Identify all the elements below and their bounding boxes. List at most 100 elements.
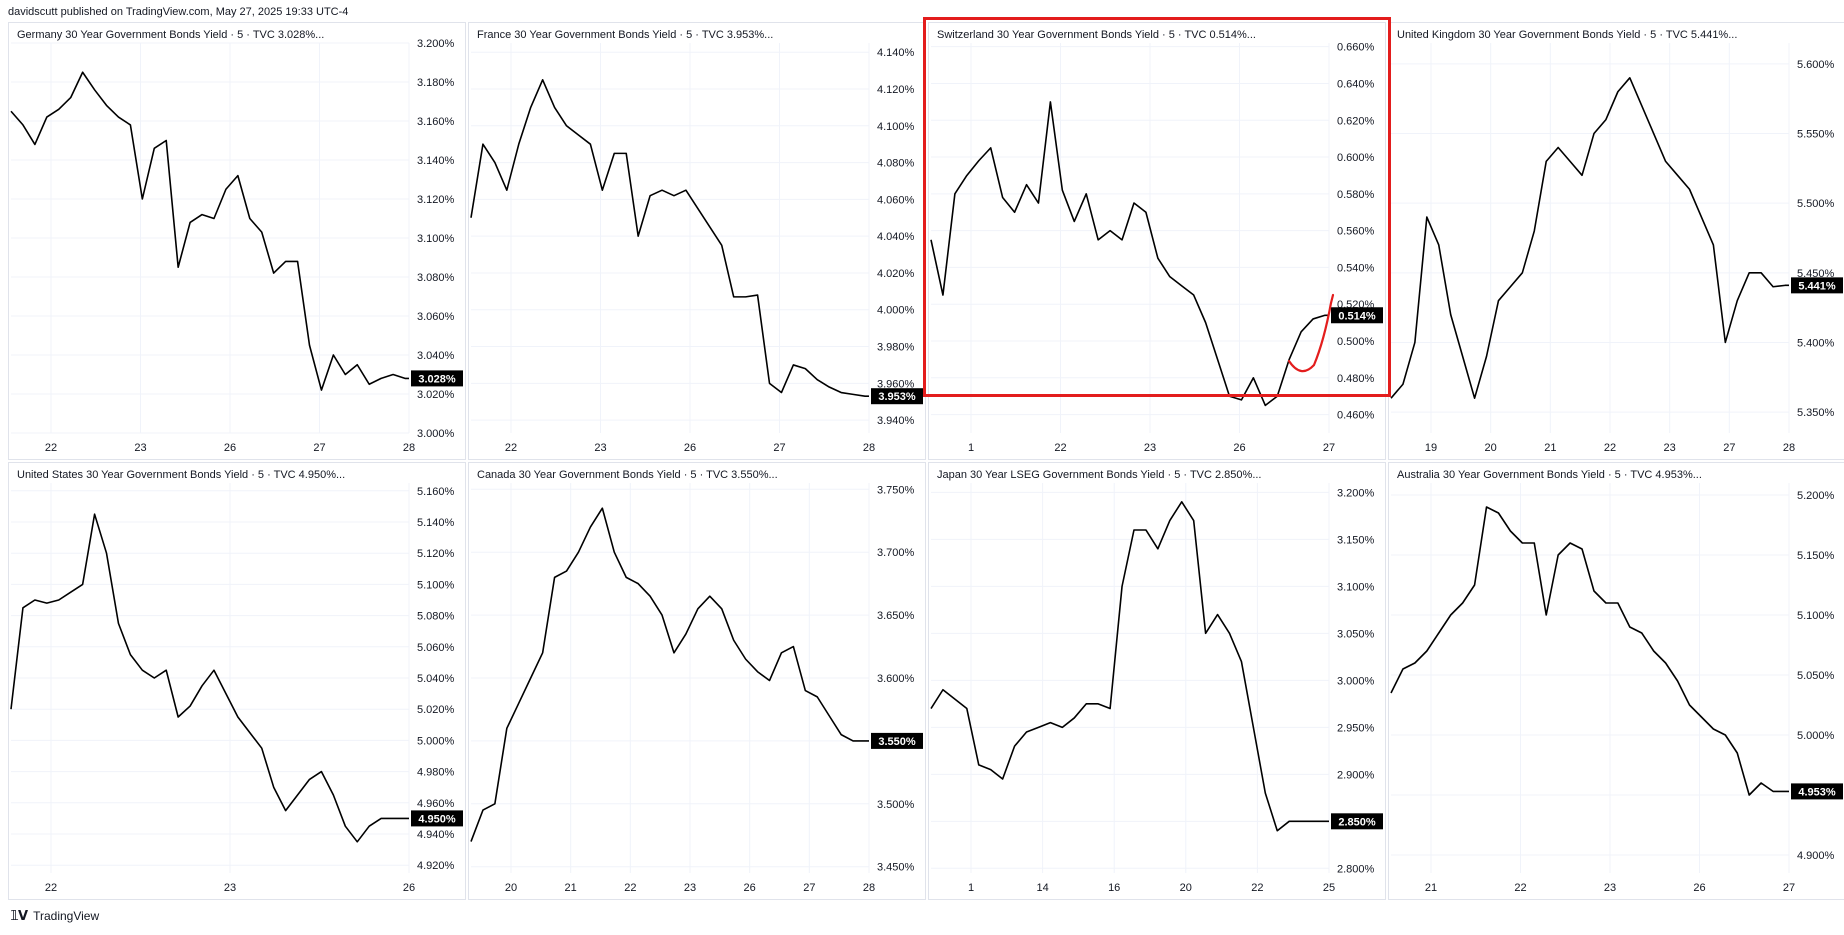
x-tick-label: 27	[803, 882, 815, 894]
y-tick-label: 3.200%	[417, 38, 455, 50]
x-tick-label: 26	[403, 882, 415, 894]
x-tick-label: 20	[1485, 442, 1497, 454]
y-tick-label: 0.540%	[1337, 262, 1375, 274]
chart-panel[interactable]: Australia 30 Year Government Bonds Yield…	[1388, 462, 1844, 900]
y-tick-label: 4.940%	[417, 829, 455, 841]
x-tick-label: 21	[1425, 882, 1437, 894]
last-price-tag	[1791, 783, 1843, 800]
chart-svg: 5.200%5.150%5.100%5.050%5.000%4.950%4.90…	[1390, 483, 1843, 894]
chart-title: United States 30 Year Government Bonds Y…	[17, 469, 346, 481]
x-tick-label: 23	[684, 882, 696, 894]
chart-svg: 3.750% 3.700% 3.650% 3.600% 3.550% 3.500% 3.45…	[470, 483, 923, 894]
y-tick-label: 3.050%	[1337, 628, 1375, 640]
y-tick-label: 4.060%	[877, 194, 915, 206]
y-tick-label: 3.150%	[1337, 534, 1375, 546]
y-tick-label: 4.100%	[877, 121, 915, 133]
y-tick-label: 0.580%	[1337, 189, 1375, 201]
y-tick-label: 3.100%	[417, 233, 455, 245]
x-tick-label: 26	[1233, 442, 1245, 454]
y-tick-label: 5.100%	[417, 579, 455, 591]
published-info: davidscutt published on TradingView.com,…	[8, 6, 349, 18]
y-tick-label: 3.650%	[877, 610, 915, 622]
y-tick-label: 5.400%	[1797, 337, 1835, 349]
chart-svg: 3.200% 3.180% 3.160% 3.140% 3.120% 3.100% 3.08…	[10, 38, 463, 454]
chart-panel[interactable]: United States 30 Year Government Bonds Y…	[8, 462, 466, 900]
chart-panel[interactable]: Germany 30 Year Government Bonds Yield ·…	[8, 22, 466, 460]
y-tick-label: 3.450%	[877, 862, 915, 874]
x-tick-label: 22	[1604, 442, 1616, 454]
y-tick-label: 5.020%	[417, 704, 455, 716]
last-price-label: 3.953%	[878, 391, 916, 403]
y-tick-label: 2.950%	[1337, 722, 1375, 734]
x-tick-label: 26	[224, 442, 236, 454]
last-price-tag	[411, 370, 463, 387]
chart-title: Canada 30 Year Government Bonds Yield · …	[477, 469, 778, 481]
last-price-tag	[871, 388, 923, 405]
chart-title: Japan 30 Year LSEG Government Bonds Yiel…	[937, 469, 1262, 481]
y-tick-label: 0.480%	[1337, 373, 1375, 385]
y-tick-label: 0.640%	[1337, 78, 1375, 90]
y-tick-label: 5.080%	[417, 611, 455, 623]
x-tick-label: 22	[1514, 882, 1526, 894]
x-tick-label: 22	[45, 442, 57, 454]
x-tick-label: 21	[565, 882, 577, 894]
y-tick-label: 3.120%	[417, 194, 455, 206]
chart-svg: 0.660% 0.640% 0.620% 0.600% 0.580% 0.560% 0.54…	[930, 42, 1383, 454]
x-tick-label: 27	[1323, 442, 1335, 454]
last-price-tag	[411, 810, 463, 827]
yield-series-line	[10, 513, 409, 843]
footer-logo-text: TradingView	[33, 909, 100, 923]
y-tick-label: 3.600%	[877, 673, 915, 685]
y-tick-label: 4.140%	[877, 47, 915, 59]
last-price-tag	[1791, 277, 1843, 294]
chart-panel[interactable]: Japan 30 Year LSEG Government Bonds Yiel…	[928, 462, 1386, 900]
y-tick-label: 5.000%	[417, 735, 455, 747]
x-tick-label: 14	[1036, 882, 1048, 894]
y-tick-label: 4.020%	[877, 268, 915, 280]
y-tick-label: 2.800%	[1337, 863, 1375, 875]
chart-panel[interactable]: Switzerland 30 Year Government Bonds Yie…	[923, 17, 1391, 460]
x-tick-label: 27	[1723, 442, 1735, 454]
chart-title: United Kingdom 30 Year Government Bonds …	[1397, 29, 1738, 41]
chart-title: France 30 Year Government Bonds Yield · …	[477, 29, 774, 41]
chart-svg: 3.200% 3.150% 3.100% 3.050% 3.000% 2.950% 2.90…	[930, 483, 1383, 894]
x-tick-label: 22	[1054, 442, 1066, 454]
x-tick-label: 28	[863, 882, 875, 894]
y-tick-label: 4.960%	[417, 798, 455, 810]
y-tick-label: 3.180%	[417, 77, 455, 89]
chart-panel[interactable]: United Kingdom 30 Year Government Bonds …	[1388, 22, 1844, 460]
y-tick-label: 0.660%	[1337, 42, 1375, 54]
x-tick-label: 20	[505, 882, 517, 894]
last-price-label: 2.850%	[1338, 816, 1376, 828]
yield-series-line	[1390, 506, 1789, 796]
y-tick-label: 5.600%	[1797, 59, 1835, 71]
y-tick-label: 5.160%	[417, 486, 455, 498]
chart-panel[interactable]: France 30 Year Government Bonds Yield · …	[468, 22, 926, 460]
y-tick-label: 0.560%	[1337, 226, 1375, 238]
y-tick-label: 3.940%	[877, 415, 915, 427]
x-tick-label: 26	[1693, 882, 1705, 894]
x-tick-label: 25	[1323, 882, 1335, 894]
x-tick-label: 20	[1180, 882, 1192, 894]
y-tick-label: 3.000%	[417, 428, 455, 440]
footer-brand[interactable]: 𝟙𝗩 TradingView	[10, 908, 99, 924]
y-tick-label: 5.060%	[417, 642, 455, 654]
yield-series-line	[10, 71, 409, 391]
y-tick-label: 0.460%	[1337, 410, 1375, 422]
chart-svg: 4.140% 4.120% 4.100% 4.080% 4.060% 4.040% 4.02…	[470, 43, 923, 454]
y-tick-label: 4.900%	[1797, 850, 1835, 862]
x-tick-label: 22	[45, 882, 57, 894]
chart-title: Germany 30 Year Government Bonds Yield ·…	[17, 29, 325, 41]
yield-series-line	[930, 101, 1329, 407]
y-tick-label: 3.020%	[417, 389, 455, 401]
tradingview-logo-icon: 𝟙𝗩	[10, 908, 28, 923]
y-tick-label: 3.700%	[877, 547, 915, 559]
chart-panel[interactable]: Canada 30 Year Government Bonds Yield · …	[468, 462, 926, 900]
chart-svg: 5.600% 5.550% 5.500% 5.450% 5.400% 5.350% 19 20…	[1390, 43, 1843, 454]
x-tick-label: 27	[1783, 882, 1795, 894]
y-tick-label: 3.160%	[417, 116, 455, 128]
x-tick-label: 27	[773, 442, 785, 454]
x-tick-label: 1	[968, 882, 974, 894]
last-price-label: 3.550%	[878, 736, 916, 748]
y-tick-label: 5.120%	[417, 548, 455, 560]
